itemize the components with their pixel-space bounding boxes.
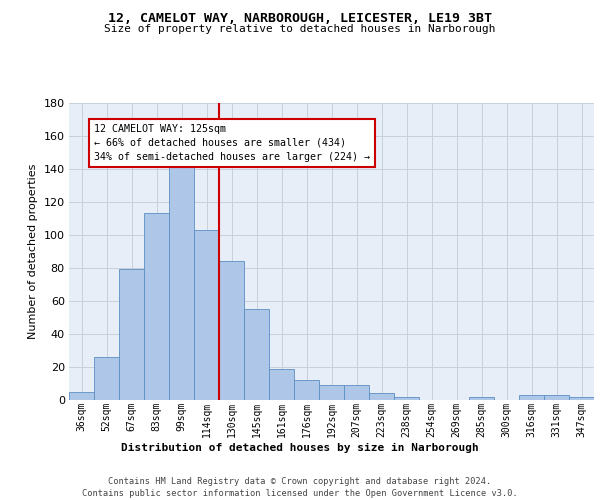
Bar [244,309,269,400]
Bar [469,396,494,400]
Bar [269,368,294,400]
Bar [294,380,319,400]
Bar [394,396,419,400]
Bar [544,395,569,400]
Bar [569,396,594,400]
Text: Contains public sector information licensed under the Open Government Licence v3: Contains public sector information licen… [82,489,518,498]
Text: Distribution of detached houses by size in Narborough: Distribution of detached houses by size … [121,442,479,452]
Bar [144,213,169,400]
Bar [344,385,369,400]
Y-axis label: Number of detached properties: Number of detached properties [28,164,38,339]
Bar [319,385,344,400]
Bar [194,230,219,400]
Text: Size of property relative to detached houses in Narborough: Size of property relative to detached ho… [104,24,496,34]
Bar [219,261,244,400]
Bar [119,270,144,400]
Bar [69,392,94,400]
Bar [369,394,394,400]
Bar [519,395,544,400]
Bar [169,160,194,400]
Text: 12 CAMELOT WAY: 125sqm
← 66% of detached houses are smaller (434)
34% of semi-de: 12 CAMELOT WAY: 125sqm ← 66% of detached… [94,124,370,162]
Bar [94,357,119,400]
Text: 12, CAMELOT WAY, NARBOROUGH, LEICESTER, LE19 3BT: 12, CAMELOT WAY, NARBOROUGH, LEICESTER, … [108,12,492,26]
Text: Contains HM Land Registry data © Crown copyright and database right 2024.: Contains HM Land Registry data © Crown c… [109,478,491,486]
